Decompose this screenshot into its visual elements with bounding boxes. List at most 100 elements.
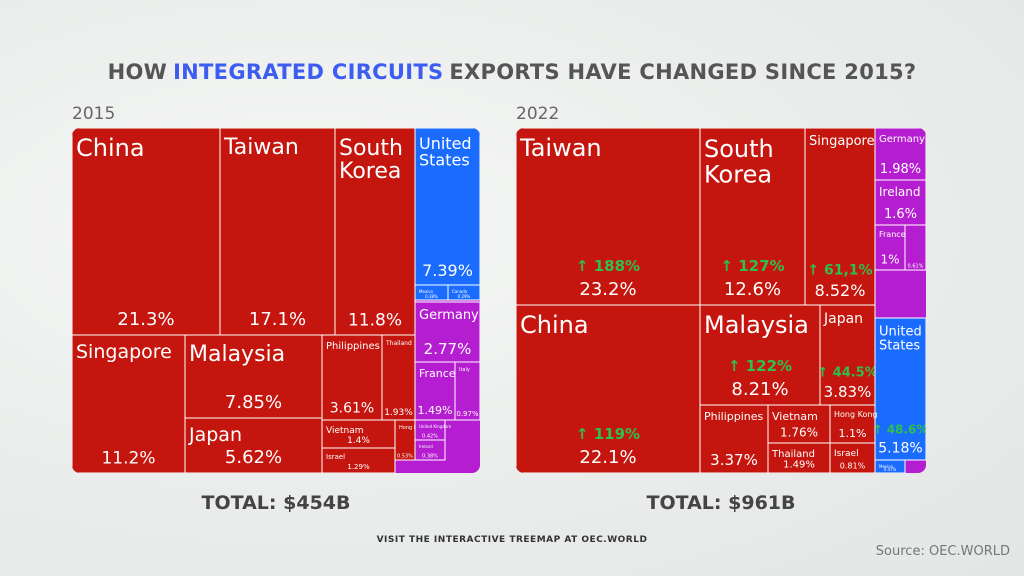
tile-name: Philippines	[326, 341, 380, 352]
tile-name: South	[339, 136, 403, 161]
tile	[72, 128, 221, 336]
tile	[414, 361, 456, 421]
tile-change: ↑ 61,1%	[807, 263, 872, 279]
tile-change: ↑ 119%	[576, 425, 640, 443]
tile-value: 0.29%	[458, 294, 471, 299]
tile-name: France	[879, 230, 906, 239]
tile	[819, 304, 876, 406]
tile	[699, 304, 821, 406]
tile-value: 8.21%	[731, 379, 788, 400]
tile	[904, 224, 926, 271]
tile-value: 1.93%	[384, 408, 413, 418]
tile-value: 3.83%	[824, 383, 872, 401]
tile-value: 1.49%	[418, 404, 453, 417]
tile-name: China	[520, 311, 589, 339]
tile-name: Hong Kong	[399, 425, 426, 431]
tile-name: South	[704, 135, 774, 163]
tile-name: Mexico	[419, 289, 434, 294]
tile-name: Germany	[879, 134, 925, 145]
total-label: TOTAL: $454B	[201, 492, 351, 514]
tile	[72, 334, 186, 473]
tile-value: 2.77%	[424, 340, 472, 358]
title-part: EXPORTS HAVE CHANGED SINCE 2015?	[449, 60, 917, 84]
tile-name: Israel	[834, 449, 859, 459]
tile	[874, 128, 926, 181]
tile	[874, 224, 906, 271]
tile-name: Canada	[452, 289, 468, 294]
tile	[321, 447, 396, 473]
source: Source: OEC.WORLD	[875, 544, 1010, 559]
tile-value: 0.47%	[884, 467, 897, 472]
tile-value: 7.39%	[422, 261, 473, 280]
tile-value: 1.1%	[839, 427, 867, 440]
tile-value: 23.2%	[579, 279, 636, 300]
tile-value: 0.53%	[397, 453, 413, 459]
tile-value: 0.97%	[456, 410, 479, 418]
tile-value: 1.4%	[347, 436, 370, 446]
tile-name: Vietnam	[326, 426, 364, 436]
tile-name: Germany	[419, 308, 479, 323]
tile-name: Philippines	[704, 410, 764, 423]
tile-name: Japan	[188, 424, 242, 446]
tile-name: United	[879, 325, 922, 340]
tile	[454, 361, 480, 421]
tile-value: 1.29%	[347, 463, 370, 471]
tile	[447, 284, 480, 301]
year-label: 2022	[516, 104, 560, 124]
tile-name: Ireland	[879, 185, 921, 199]
tile-name: Israel	[326, 453, 345, 461]
tile-value: 5.18%	[878, 440, 922, 456]
tile	[699, 128, 806, 306]
tile	[414, 301, 480, 363]
tile-change: ↑ 127%	[720, 257, 784, 275]
tile-name: Thailand	[771, 449, 815, 460]
tile	[699, 404, 769, 473]
tile	[829, 404, 876, 444]
tile-name: Malaysia	[704, 311, 809, 339]
tile	[414, 439, 446, 461]
tile-name: Malaysia	[189, 342, 285, 367]
tile-name: Ireland	[419, 444, 433, 449]
tile-name: Singapore	[809, 134, 875, 149]
title-part: HOW	[107, 60, 168, 84]
tile-name: Taiwan	[519, 134, 602, 162]
footer-link: VISIT THE INTERACTIVE TREEMAP AT OEC.WOR…	[376, 535, 648, 545]
tile-name: States	[879, 338, 920, 353]
tile	[874, 317, 926, 461]
tile	[184, 417, 323, 473]
year-label: 2015	[72, 104, 116, 124]
tile-name: Korea	[704, 160, 772, 188]
tile	[334, 128, 416, 336]
tile	[321, 334, 383, 421]
tile-value: 1%	[880, 252, 899, 266]
tile-name: Japan	[823, 311, 863, 327]
tile-value: 1.98%	[880, 162, 921, 177]
tile-change: ↑ 48.6%	[873, 422, 929, 436]
tile	[767, 442, 831, 473]
tile-value: 8.52%	[815, 281, 866, 300]
tile-name: China	[76, 134, 145, 162]
tile-value: 1.76%	[780, 425, 818, 439]
tile-name: Taiwan	[223, 135, 299, 160]
tile-name: Thailand	[385, 340, 412, 347]
tile-value: 5.62%	[225, 447, 282, 468]
tile-name: United	[419, 134, 472, 153]
tile-value: 11.8%	[348, 311, 402, 331]
tile-name: Italy	[459, 367, 470, 373]
total-label: TOTAL: $961B	[646, 492, 796, 514]
title-highlight: INTEGRATED CIRCUITS	[173, 60, 444, 84]
tile-change: ↑ 188%	[576, 257, 640, 275]
tile-change: ↑ 122%	[728, 357, 792, 375]
tile-value: 22.1%	[579, 447, 636, 468]
tile-name: Mexico	[879, 464, 894, 469]
tile-value: 11.2%	[101, 449, 155, 469]
tile-value: 3.61%	[330, 400, 374, 416]
tile-name: Vietnam	[772, 410, 818, 423]
tile-name: Singapore	[76, 341, 172, 363]
tile-name: United Kingdom	[419, 424, 451, 429]
tile	[804, 128, 876, 306]
